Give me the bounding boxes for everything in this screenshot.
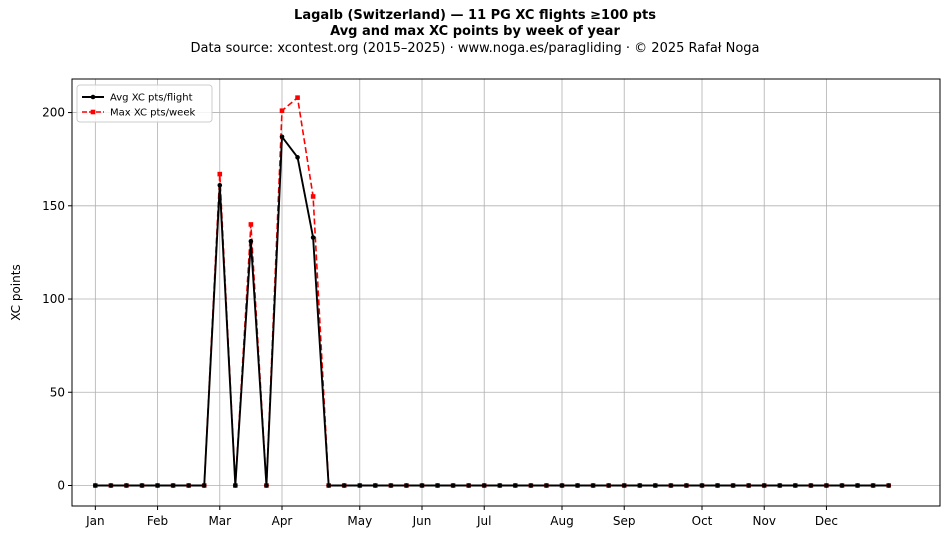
legend-marker xyxy=(90,94,96,100)
data-point xyxy=(590,483,596,488)
data-point xyxy=(730,483,736,488)
data-point xyxy=(497,483,503,488)
legend-label: Max XC pts/week xyxy=(110,108,195,119)
data-point xyxy=(544,483,549,488)
data-point xyxy=(279,134,285,140)
data-point xyxy=(341,483,347,488)
data-point xyxy=(870,483,876,488)
data-point xyxy=(575,483,580,488)
data-point xyxy=(684,483,689,488)
data-point xyxy=(201,483,207,488)
series-layer xyxy=(93,95,891,488)
data-point xyxy=(310,235,316,240)
legend-box xyxy=(76,84,213,123)
data-point xyxy=(279,108,285,113)
x-tick-label: Sep xyxy=(613,514,636,528)
data-point xyxy=(450,483,456,488)
data-point xyxy=(404,483,409,488)
data-point xyxy=(217,182,223,188)
data-point xyxy=(435,483,440,488)
data-point xyxy=(124,483,129,488)
x-tick-label: Feb xyxy=(147,514,168,528)
chart-source: Data source: xcontest.org (2015–2025) · … xyxy=(190,41,760,56)
data-point xyxy=(93,483,98,488)
x-tick-label: Jul xyxy=(476,514,491,528)
data-point xyxy=(699,483,705,488)
data-point xyxy=(777,483,783,488)
data-point xyxy=(668,483,674,488)
data-point xyxy=(310,194,316,199)
data-point xyxy=(528,483,534,488)
x-tick-label: Dec xyxy=(815,514,838,528)
legend-label: Avg XC pts/flight xyxy=(110,93,193,104)
data-point xyxy=(295,155,300,160)
legend-item: Avg XC pts/flight xyxy=(82,93,193,104)
data-point xyxy=(217,171,223,177)
data-point xyxy=(886,483,891,488)
data-point xyxy=(793,483,798,488)
data-point xyxy=(637,483,643,488)
data-point xyxy=(715,483,720,488)
series-avg xyxy=(93,134,891,488)
data-point xyxy=(139,483,145,488)
data-point xyxy=(248,222,254,227)
y-tick-label: 50 xyxy=(50,385,65,399)
data-point xyxy=(606,483,611,488)
y-tick-label: 100 xyxy=(42,292,65,306)
data-point xyxy=(513,483,518,488)
series-line xyxy=(95,135,889,487)
plot-frame xyxy=(71,78,941,507)
data-point xyxy=(855,483,860,488)
data-point xyxy=(357,483,363,488)
x-tick-label: May xyxy=(347,514,372,528)
x-tick-label: Jan xyxy=(85,514,105,528)
data-point xyxy=(155,483,160,488)
x-tick-label: Aug xyxy=(550,514,573,528)
legend: Avg XC pts/flight Max XC pts/week xyxy=(76,84,213,123)
chart-subtitle: Avg and max XC points by week of year xyxy=(330,24,620,39)
x-tick-label: Jun xyxy=(412,514,432,528)
y-tick-label: 0 xyxy=(57,478,65,492)
data-point xyxy=(621,483,627,488)
data-point xyxy=(481,483,487,488)
x-tick-label: Nov xyxy=(753,514,776,528)
grid xyxy=(72,79,940,506)
y-axis: 0 50 100 150 200 xyxy=(42,106,72,492)
data-point xyxy=(839,483,845,488)
x-tick-label: Oct xyxy=(692,514,713,528)
data-point xyxy=(761,483,767,488)
data-point xyxy=(295,95,300,100)
x-tick-label: Apr xyxy=(272,514,293,528)
data-point xyxy=(808,483,814,488)
data-point xyxy=(264,483,269,488)
y-axis-label: XC points xyxy=(9,264,23,320)
y-tick-label: 150 xyxy=(42,199,65,213)
data-point xyxy=(233,483,238,488)
series-max xyxy=(93,95,891,488)
legend-marker xyxy=(90,109,96,115)
chart-title: Lagalb (Switzerland) — 11 PG XC flights … xyxy=(294,8,656,23)
y-tick-label: 200 xyxy=(42,106,65,120)
legend-item: Max XC pts/week xyxy=(82,108,195,119)
data-point xyxy=(186,483,191,488)
data-point xyxy=(248,238,254,244)
data-point xyxy=(373,483,378,488)
data-point xyxy=(653,483,658,488)
x-tick-label: Mar xyxy=(208,514,231,528)
data-point xyxy=(419,483,425,488)
data-point xyxy=(746,483,751,488)
data-point xyxy=(108,483,114,488)
data-point xyxy=(559,483,565,488)
data-point xyxy=(170,483,176,488)
data-point xyxy=(466,483,471,488)
data-point xyxy=(326,483,331,488)
data-point xyxy=(824,483,829,488)
chart-titles: Lagalb (Switzerland) — 11 PG XC flights … xyxy=(0,8,950,58)
data-point xyxy=(388,483,394,488)
x-axis: Jan Feb Mar Apr May Jun Jul Aug Sep Oct Nov Dec xyxy=(85,506,838,528)
